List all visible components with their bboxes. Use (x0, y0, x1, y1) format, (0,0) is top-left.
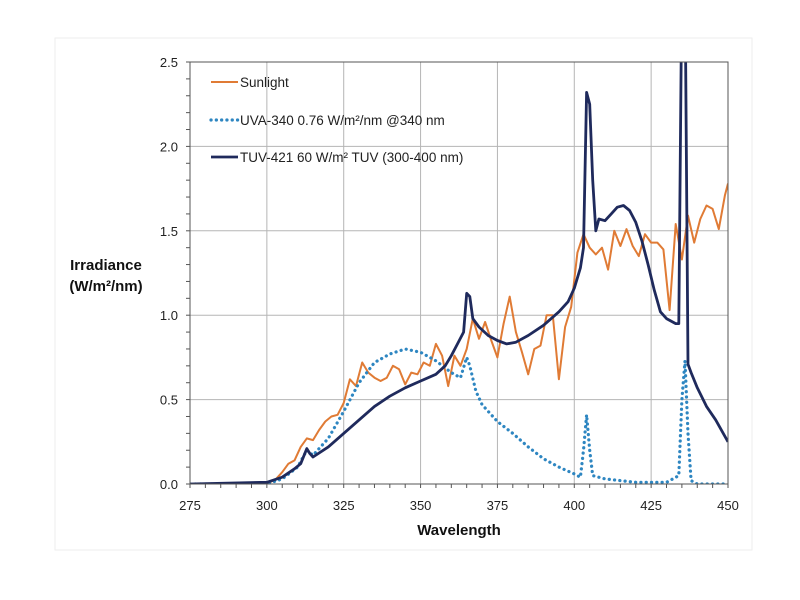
y-tick-label: 0.5 (160, 393, 178, 408)
y-tick-label: 2.0 (160, 139, 178, 154)
y-tick-label: 2.5 (160, 55, 178, 70)
y-tick-label: 0.0 (160, 477, 178, 492)
x-tick-label: 425 (640, 498, 662, 513)
x-tick-label: 325 (333, 498, 355, 513)
x-tick-label: 375 (487, 498, 509, 513)
y-tick-label: 1.5 (160, 224, 178, 239)
legend-label: Sunlight (240, 75, 289, 90)
plot-border (189, 61, 729, 485)
x-tick-labels: 275 300 325 350 375 400 425 450 (179, 498, 739, 513)
x-axis-label: Wavelength (417, 522, 501, 539)
y-axis-label-line1: Irradiance (70, 257, 142, 274)
x-tick-label: 300 (256, 498, 278, 513)
series-group (190, 62, 728, 484)
legend-label: UVA-340 0.76 W/m²/nm @340 nm (240, 113, 445, 128)
series-line-2 (190, 62, 728, 484)
x-tick-label: 350 (410, 498, 432, 513)
chart-frame (54, 37, 753, 551)
series-line-1 (190, 347, 728, 484)
x-tick-label: 450 (717, 498, 739, 513)
legend: Sunlight UVA-340 0.76 W/m²/nm @340 nm TUV-… (209, 75, 463, 165)
x-tick-label: 400 (563, 498, 585, 513)
series-line-0 (190, 183, 728, 484)
y-axis-label-line2: (W/m²/nm) (69, 278, 142, 295)
y-tick-label: 1.0 (160, 308, 178, 323)
legend-label: TUV-421 60 W/m² TUV (300-400 nm) (240, 150, 463, 165)
x-tick-label: 275 (179, 498, 201, 513)
y-tick-labels: 0.0 0.5 1.0 1.5 2.0 2.5 (160, 55, 178, 492)
